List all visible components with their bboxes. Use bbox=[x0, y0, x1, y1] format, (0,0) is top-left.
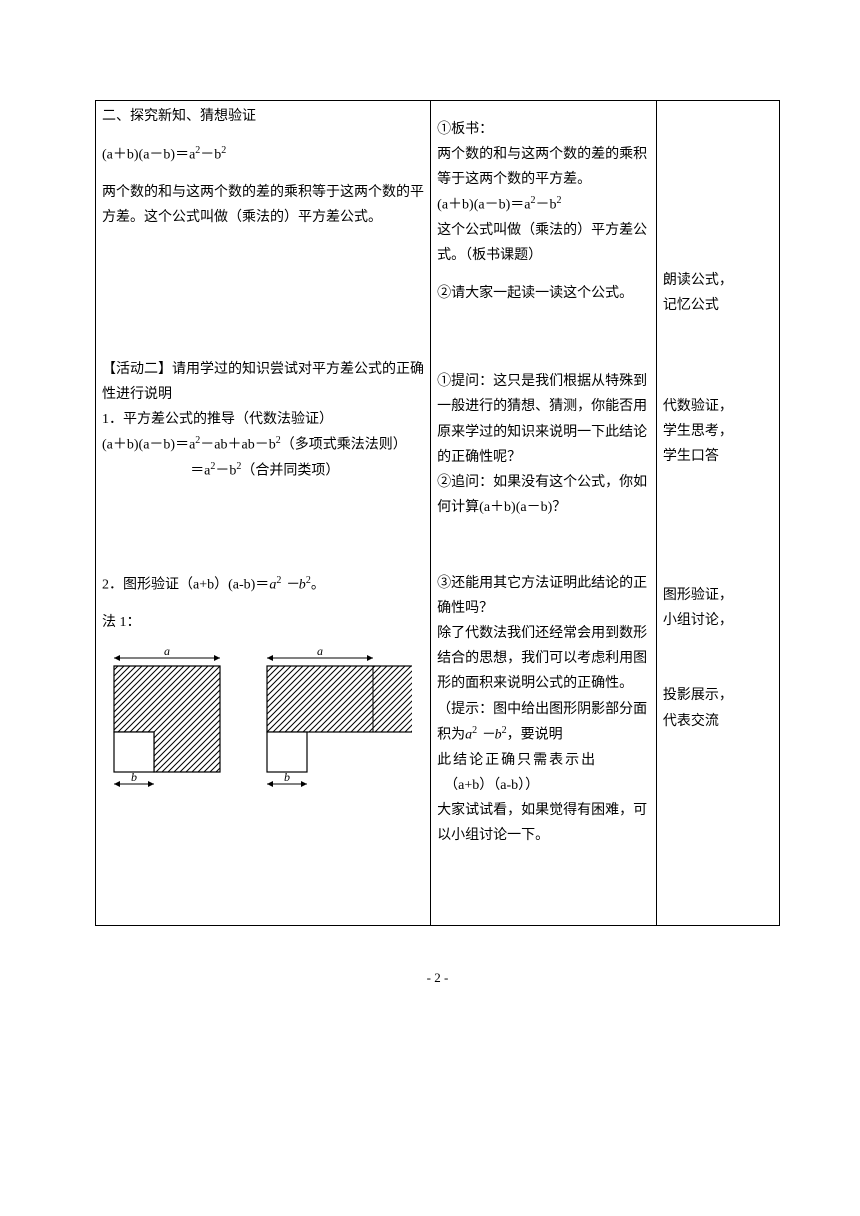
note: 记忆公式 bbox=[663, 293, 773, 318]
note: ②追问：如果没有这个公式，你如何计算(a＋b)(a－b)？ bbox=[437, 470, 650, 520]
note: 代数验证， bbox=[663, 394, 773, 419]
note: 朗读公式， bbox=[663, 268, 773, 293]
activity-heading: 【活动二】请用学过的知识尝试对平方差公式的正确性进行说明 bbox=[102, 357, 424, 407]
note: 学生口答 bbox=[663, 444, 773, 469]
page-number: - 2 - bbox=[95, 966, 780, 989]
note: ①提问：这只是我们根据从特殊到一般进行的猜想、猜测，你能否用原来学过的知识来说明… bbox=[437, 369, 650, 470]
svg-text:b: b bbox=[131, 770, 137, 784]
note: 两个数的和与这两个数的差的乘积等于这两个数的平方差。 bbox=[437, 142, 650, 192]
diagram-row: a b bbox=[102, 646, 424, 796]
derivation-line: ＝a2－b2（合并同类项） bbox=[102, 458, 424, 484]
derivation-line: (a＋b)(a－b)＝a2－ab＋ab－b2（多项式乘法法则） bbox=[102, 432, 424, 458]
note: 除了代数法我们还经常会用到数形结合的思想，我们可以考虑利用图形的面积来说明公式的… bbox=[437, 621, 650, 697]
student-activity-column: 朗读公式， 记忆公式 代数验证， 学生思考， 学生口答 图形验证， 小组讨论， … bbox=[656, 101, 779, 926]
svg-text:a: a bbox=[317, 646, 323, 658]
note: 投影展示， bbox=[663, 683, 773, 708]
note: ③还能用其它方法证明此结论的正确性吗？ bbox=[437, 571, 650, 621]
note: 小组讨论， bbox=[663, 608, 773, 633]
svg-text:a: a bbox=[164, 646, 170, 658]
note: （a+b）（a-b）） bbox=[437, 773, 650, 798]
formula-line: (a＋b)(a－b)＝a2－b2 bbox=[437, 192, 650, 218]
teacher-activity-column: ①板书： 两个数的和与这两个数的差的乘积等于这两个数的平方差。 (a＋b)(a－… bbox=[431, 101, 657, 926]
note: ①板书： bbox=[437, 117, 650, 142]
formula-line: (a＋b)(a－b)＝a2－b2 bbox=[102, 142, 424, 168]
note: 学生思考， bbox=[663, 419, 773, 444]
lesson-plan-table: 二、探究新知、猜想验证 (a＋b)(a－b)＝a2－b2 两个数的和与这两个数的… bbox=[95, 100, 780, 926]
note: 大家试试看，如果觉得有困难，可以小组讨论一下。 bbox=[437, 798, 650, 848]
note: 这个公式叫做（乘法的）平方差公式。（板书课题） bbox=[437, 218, 650, 268]
paragraph: 两个数的和与这两个数的差的乘积等于这两个数的平方差。这个公式叫做（乘法的）平方差… bbox=[102, 180, 424, 230]
note: 图形验证， bbox=[663, 583, 773, 608]
diagram-2: a b bbox=[257, 646, 412, 796]
diagram-1: a b bbox=[102, 646, 232, 796]
svg-text:b: b bbox=[284, 770, 290, 784]
note: ②请大家一起读一读这个公式。 bbox=[437, 281, 650, 306]
note: 此结论正确只需表示出 bbox=[437, 748, 650, 773]
section-heading: 二、探究新知、猜想验证 bbox=[102, 104, 424, 129]
note: 代表交流 bbox=[663, 709, 773, 734]
geom-heading: 2．图形验证（a+b）(a-b)＝a2 －b2。 bbox=[102, 572, 424, 598]
method-label: 法 1： bbox=[102, 610, 424, 635]
content-column: 二、探究新知、猜想验证 (a＋b)(a－b)＝a2－b2 两个数的和与这两个数的… bbox=[96, 101, 431, 926]
subheading: 1．平方差公式的推导（代数法验证） bbox=[102, 407, 424, 432]
note: （提示：图中给出图形阴影部分面积为a2 －b2，要说明 bbox=[437, 697, 650, 748]
